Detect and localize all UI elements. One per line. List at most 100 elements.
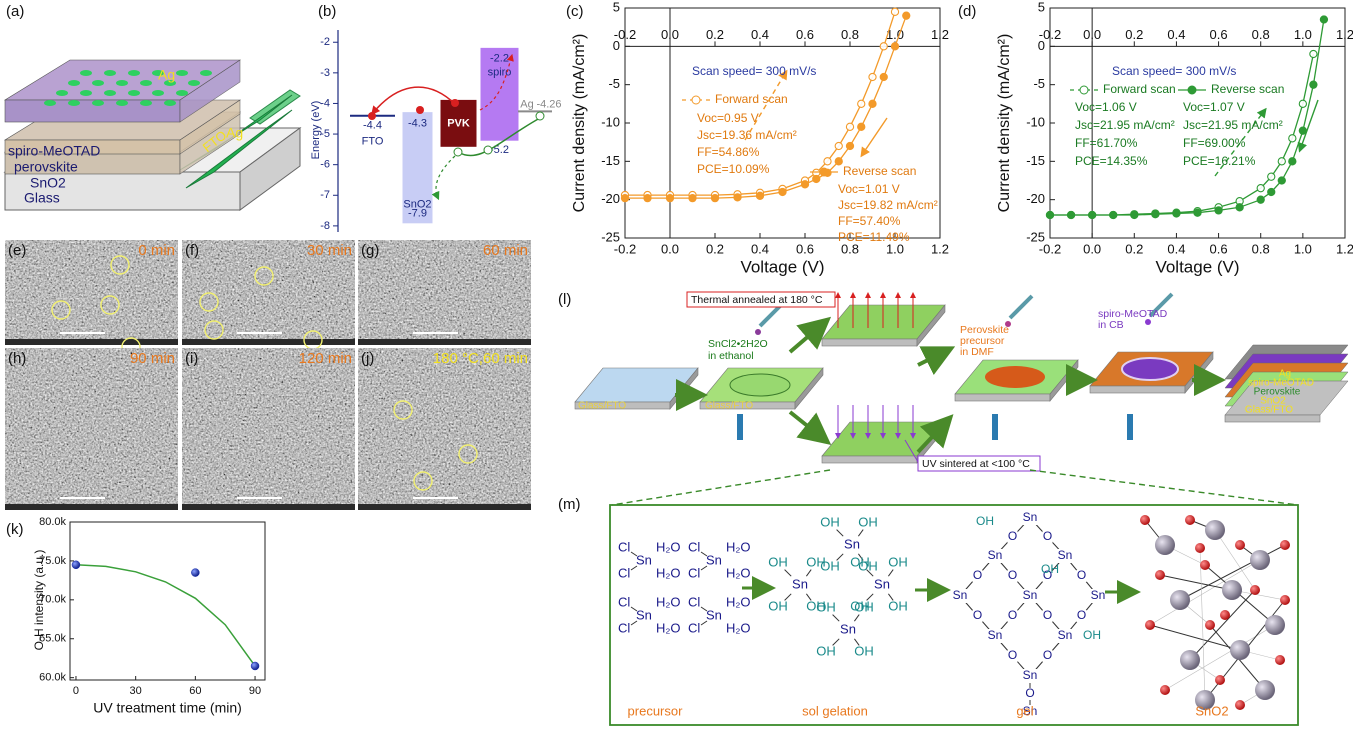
- point: [665, 193, 675, 203]
- stat-label: Jsc=19.82 mA/cm²: [838, 198, 938, 212]
- y-tick-label: 75.0k: [39, 555, 66, 567]
- atom: Sn: [953, 588, 968, 602]
- ag-dot: [152, 90, 164, 96]
- point: [1172, 209, 1181, 218]
- panel-label: (f): [185, 242, 199, 259]
- level-name: FTO: [362, 136, 384, 148]
- point: [857, 122, 866, 131]
- point: [1130, 210, 1139, 220]
- stage-label: precursor: [628, 703, 684, 718]
- sem-info-bar: [182, 504, 355, 510]
- sem-info-bar: [358, 339, 531, 345]
- atom: Sn: [792, 576, 808, 591]
- atom: Cl: [688, 539, 700, 554]
- ag-dot: [56, 90, 68, 96]
- sn-atom: [1255, 680, 1275, 700]
- time-label: 120 min: [299, 350, 352, 367]
- sn-atom: [1205, 520, 1225, 540]
- atom: Cl: [618, 620, 630, 635]
- highlight-circle: [458, 444, 478, 464]
- hole: [535, 111, 545, 121]
- atom: Sn: [706, 607, 722, 622]
- y-tick-label: -3: [320, 67, 330, 79]
- point: [1066, 210, 1076, 220]
- sem-info-bar: [358, 504, 531, 510]
- point: [1267, 187, 1276, 197]
- droplet: [1145, 319, 1151, 325]
- scan-arrow: [860, 117, 888, 158]
- sem-info-bar: [5, 339, 178, 345]
- atom: Sn: [1091, 588, 1106, 602]
- level-value: -4.4: [363, 120, 382, 132]
- atom-bg: [1056, 549, 1074, 563]
- stack-front: [1224, 414, 1321, 423]
- atom-bg: [1042, 531, 1053, 543]
- stat-label: FF=57.40%: [838, 214, 901, 228]
- point: [834, 157, 843, 166]
- ag-dot: [116, 100, 128, 106]
- point: [890, 42, 900, 51]
- point: [1109, 210, 1118, 220]
- point: [620, 193, 630, 203]
- atom: O: [1077, 608, 1086, 622]
- point: [71, 560, 81, 570]
- substrate-label: Glass/FTO: [578, 401, 626, 412]
- ag-dot: [80, 70, 92, 76]
- y-tick-label: 0: [613, 38, 620, 53]
- highlight-circle: [204, 320, 224, 340]
- y-axis-label: O-H intensity (a.u.): [32, 550, 46, 651]
- stack-label: Glass/FTO: [1245, 405, 1293, 416]
- atom: Sn: [1023, 668, 1038, 682]
- atom: H₂O: [726, 594, 751, 609]
- x-tick-label: -0.2: [1039, 241, 1061, 256]
- point: [890, 7, 900, 16]
- droplet: [755, 329, 761, 335]
- o-atom: [1250, 585, 1260, 595]
- point: [755, 191, 765, 200]
- x-tick-label: 0.0: [661, 27, 679, 42]
- atom: Sn: [988, 548, 1003, 562]
- x-tick-label: 0.8: [1252, 27, 1270, 42]
- atom: Sn: [844, 536, 860, 551]
- o-atom: [1280, 540, 1290, 550]
- ag-dot: [44, 100, 56, 106]
- layer-label: spiro-MeOTAD: [8, 143, 100, 159]
- sn-atom: [1222, 580, 1242, 600]
- ag-dot: [140, 100, 152, 106]
- legend-marker: [1187, 85, 1197, 95]
- point: [868, 72, 877, 82]
- atom: OH: [1083, 628, 1101, 642]
- electron: [416, 106, 424, 114]
- stat-label: Jsc=21.95 mA/cm²: [1183, 118, 1283, 132]
- bond: [630, 551, 638, 557]
- atom: O: [1008, 529, 1017, 543]
- solution-label: in DMF: [960, 346, 994, 358]
- atom: Sn: [706, 552, 722, 567]
- y-tick-label: -20: [1026, 191, 1045, 206]
- atom: OH: [1041, 562, 1059, 576]
- ag-dot: [128, 90, 140, 96]
- level-value: -4.26: [536, 98, 561, 110]
- highlight-circle: [110, 255, 130, 275]
- point: [812, 174, 821, 184]
- point: [1288, 134, 1297, 143]
- x-tick-label: 0.2: [1125, 27, 1143, 42]
- bond: [784, 593, 792, 601]
- y-tick-label: -4: [320, 97, 330, 109]
- process-label: Thermal annealed at 180 °C: [691, 294, 823, 306]
- y-axis-label: Energy (eV): [310, 101, 322, 160]
- atom-bg: [1076, 610, 1087, 622]
- x-axis-label: Voltage (V): [740, 257, 824, 276]
- zoom-line: [1029, 469, 1299, 506]
- annealed-plate-side: [916, 304, 946, 347]
- y-tick-label: -7: [320, 189, 330, 201]
- point: [1193, 208, 1202, 217]
- atom: Sn: [1023, 704, 1038, 718]
- sem-image: [182, 348, 355, 510]
- atom: H₂O: [726, 565, 751, 580]
- atom: OH: [768, 598, 788, 613]
- point: [1298, 99, 1308, 108]
- scan-arrow: [1214, 107, 1267, 177]
- bond: [1189, 589, 1256, 661]
- legend-label: Reverse scan: [843, 164, 916, 178]
